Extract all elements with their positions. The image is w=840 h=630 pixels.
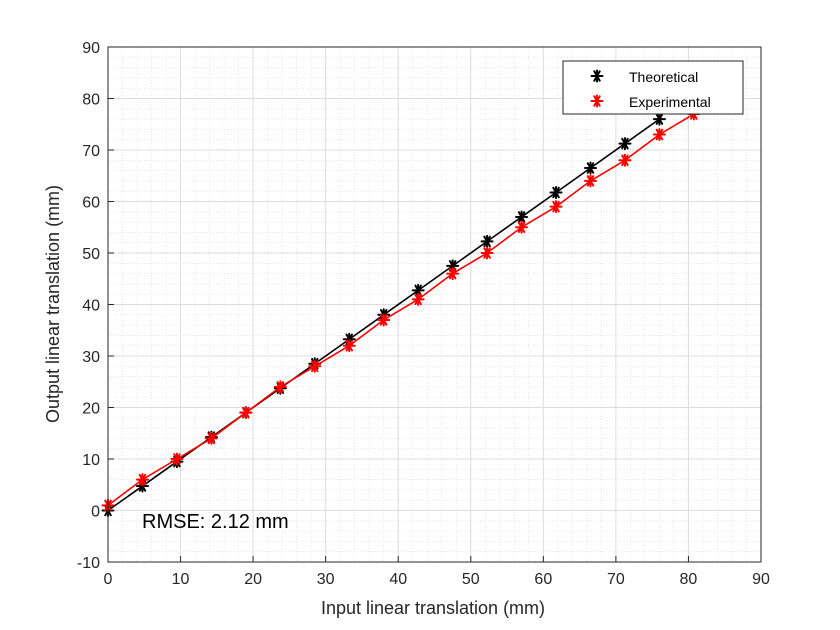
data-point-experimental [239, 406, 253, 420]
y-tick-label: 70 [82, 143, 100, 160]
rmse-annotation: RMSE: 2.12 mm [142, 511, 289, 533]
x-tick-label: 90 [752, 571, 770, 588]
x-tick-label: 50 [462, 571, 480, 588]
y-tick-label: 40 [82, 298, 100, 315]
y-tick-label: -10 [77, 555, 100, 572]
series-layer [101, 107, 701, 517]
x-tick-label: 60 [534, 571, 552, 588]
data-point-experimental [618, 153, 632, 167]
legend-star-experimental [590, 94, 604, 108]
data-point-theoretical [583, 161, 597, 175]
y-tick-label: 30 [82, 349, 100, 366]
data-point-experimental [273, 380, 287, 394]
y-tick-label: 80 [82, 92, 100, 109]
data-point-experimental [170, 452, 184, 466]
x-tick-label: 70 [607, 571, 625, 588]
minor-grid [108, 47, 761, 562]
legend-label-experimental: Experimental [629, 94, 711, 110]
data-point-experimental [583, 174, 597, 188]
x-tick-label: 0 [104, 571, 113, 588]
data-point-experimental [515, 220, 529, 234]
y-axis-label: Output linear translation (mm) [43, 185, 63, 423]
data-point-experimental [342, 339, 356, 353]
y-axis-ticks: -10 0 10 20 30 40 50 60 70 80 90 [77, 40, 114, 572]
y-tick-label: 20 [82, 401, 100, 418]
data-point-theoretical [652, 112, 666, 126]
x-tick-label: 40 [389, 571, 407, 588]
legend: Theoretical Experimental [562, 60, 744, 115]
data-point-experimental [377, 313, 391, 327]
data-point-theoretical [480, 234, 494, 248]
legend-box [562, 60, 744, 115]
x-tick-label: 20 [244, 571, 262, 588]
y-tick-label: 90 [82, 40, 100, 57]
data-point-experimental [308, 359, 322, 373]
x-axis-label: Input linear translation (mm) [321, 598, 545, 618]
x-axis-ticks: 0 10 20 30 40 50 60 70 80 90 [104, 556, 770, 588]
data-point-experimental [480, 246, 494, 260]
data-point-theoretical [618, 137, 632, 151]
x-tick-label: 30 [317, 571, 335, 588]
data-point-experimental [135, 473, 149, 487]
data-point-experimental [549, 200, 563, 214]
data-point-experimental [411, 292, 425, 306]
data-point-experimental [652, 128, 666, 142]
legend-marker-experimental [590, 94, 604, 108]
legend-star-theoretical [590, 69, 604, 83]
data-point-theoretical [515, 210, 529, 224]
x-tick-label: 10 [172, 571, 190, 588]
y-tick-label: 0 [91, 504, 100, 521]
legend-label-theoretical: Theoretical [629, 69, 698, 85]
y-tick-label: 50 [82, 246, 100, 263]
data-point-experimental [446, 267, 460, 281]
data-point-theoretical [549, 185, 563, 199]
x-tick-label: 80 [680, 571, 698, 588]
y-tick-label: 10 [82, 452, 100, 469]
series-line-experimental [107, 113, 695, 506]
y-tick-label: 60 [82, 195, 100, 212]
legend-marker-theoretical [590, 69, 604, 83]
data-point-experimental [204, 431, 218, 445]
